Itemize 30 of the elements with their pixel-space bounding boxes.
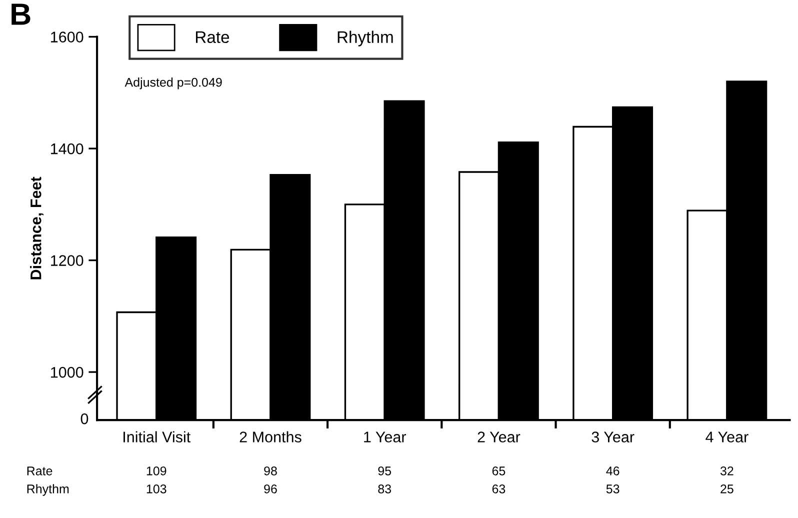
y-tick-label: 1400: [51, 143, 84, 154]
chart-title: B: [12, 4, 30, 25]
text: 0: [80, 413, 88, 424]
legend-label: Rhythm: [338, 30, 393, 46]
y-tick-label: 1000: [51, 366, 84, 378]
x-tick-label: Initial Visit: [124, 431, 191, 442]
annotation: Adjusted p=0.049: [124, 78, 222, 90]
text: Rate: [27, 466, 52, 476]
text: 109: [146, 466, 166, 476]
text: 46: [606, 466, 620, 476]
text: 25: [720, 484, 734, 494]
text: 32: [720, 466, 734, 476]
x-tick-label: 4 Year: [706, 432, 748, 442]
legend-label: Rate: [196, 31, 230, 44]
x-tick-label: 3 Year: [592, 432, 634, 442]
x-tick-label: 2 Year: [478, 432, 520, 442]
text: 63: [492, 484, 506, 494]
x-tick-label: 1 Year: [364, 432, 406, 442]
text: 98: [264, 466, 277, 476]
x-tick-label: 2 Months: [240, 431, 302, 442]
text: 96: [264, 484, 277, 494]
text: 83: [378, 484, 392, 494]
text: 65: [492, 466, 506, 476]
text: 53: [606, 484, 620, 494]
text: 95: [378, 466, 392, 476]
text: 103: [146, 484, 166, 494]
y-axis-title: Distance, Feet: [30, 176, 44, 280]
text: Rhythm: [27, 484, 69, 496]
y-tick-label: 1600: [51, 32, 84, 42]
y-tick-label: 1200: [51, 255, 84, 266]
